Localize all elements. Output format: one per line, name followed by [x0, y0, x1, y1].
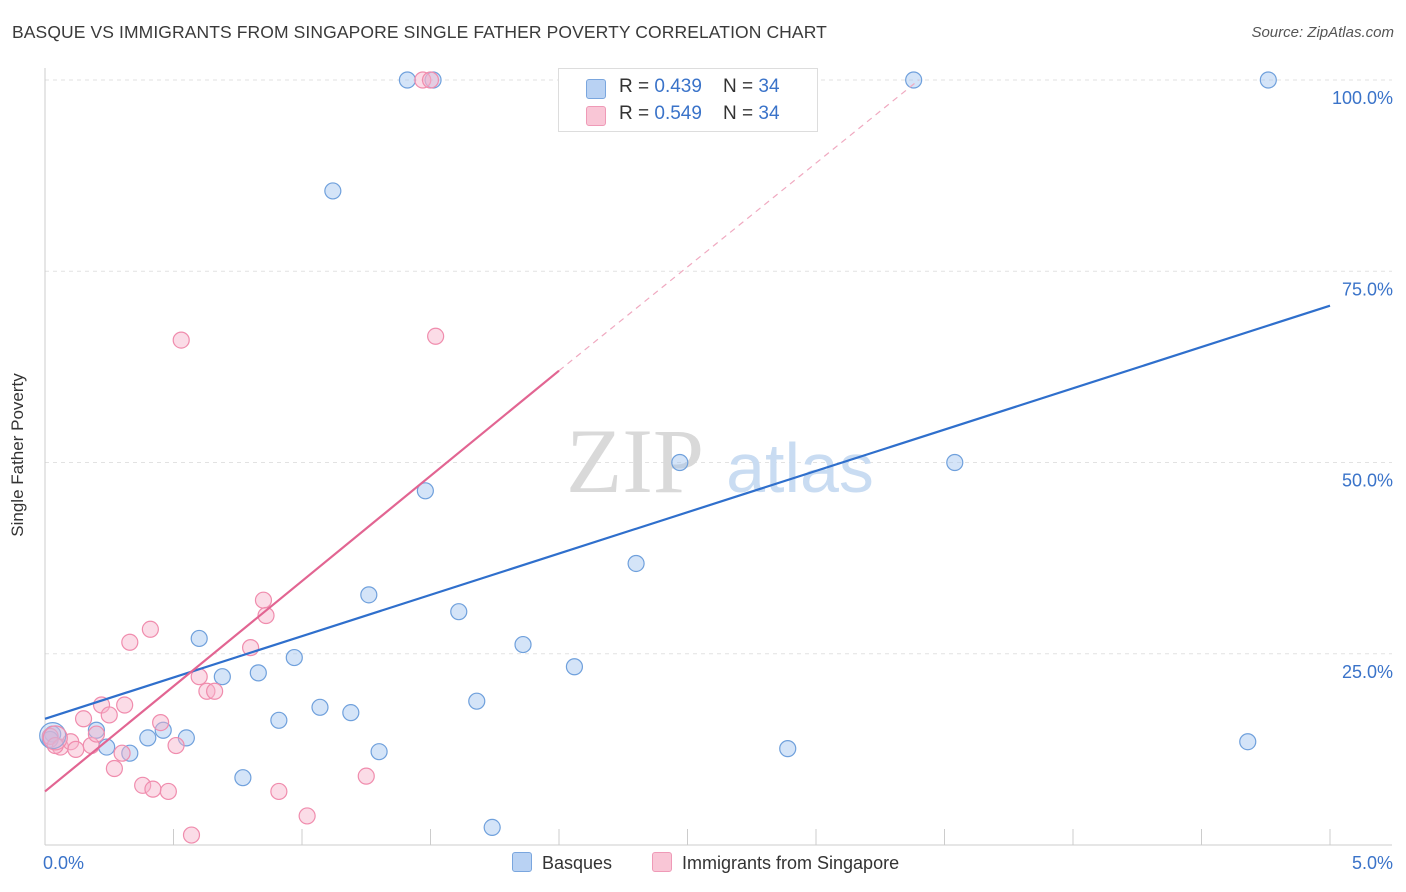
singapore-point	[116, 696, 134, 714]
basques-point	[249, 664, 267, 682]
singapore-point	[427, 327, 445, 345]
basques-point	[342, 704, 360, 722]
singapore-trend-extension	[558, 79, 920, 372]
basques-point	[1239, 733, 1257, 751]
legend-swatch-basques	[586, 79, 606, 99]
singapore-point	[113, 744, 131, 762]
singapore-point	[141, 620, 159, 638]
basques-point	[370, 743, 388, 761]
basques-point	[468, 692, 486, 710]
singapore-point	[87, 725, 106, 743]
legend-label-singapore: Immigrants from Singapore	[682, 853, 900, 873]
x-tick-label: 0.0%	[43, 853, 84, 873]
basques-point	[398, 71, 416, 89]
basques-point	[87, 721, 106, 739]
axes	[44, 68, 1392, 846]
source-label: Source: ZipAtlas.com	[1251, 24, 1394, 41]
basques-trend-line	[44, 304, 1331, 720]
legend-n-value: 34	[758, 76, 780, 97]
basques-point	[416, 482, 434, 500]
singapore-point	[144, 780, 162, 798]
singapore-trend-line	[44, 369, 560, 793]
singapore-point	[152, 713, 170, 732]
basques-point	[671, 453, 689, 472]
legend-r-value: 0.549	[654, 103, 702, 124]
basques-point	[905, 71, 923, 89]
basques-point	[324, 182, 342, 200]
legend-item-basques: Basques	[512, 852, 612, 874]
legend-n-label: N =	[723, 103, 759, 124]
basques-point	[946, 453, 964, 472]
basques-point	[311, 698, 329, 716]
chart-title: BASQUE VS IMMIGRANTS FROM SINGAPORE SING…	[12, 22, 827, 42]
legend-swatch-singapore	[652, 852, 672, 872]
singapore-point	[105, 759, 123, 778]
legend-label-basques: Basques	[542, 853, 613, 873]
grid	[45, 79, 1392, 655]
legend-item-singapore: Immigrants from Singapore	[652, 852, 899, 874]
singapore-point	[100, 706, 118, 724]
y-tick-label: 50.0%	[1342, 471, 1393, 491]
legend-n-label: N =	[723, 76, 759, 97]
basques-point	[139, 729, 157, 747]
singapore-point	[134, 776, 152, 794]
basques-point	[565, 658, 584, 676]
trend-lines	[44, 79, 1331, 793]
basques-point	[234, 769, 252, 787]
singapore-point	[74, 710, 93, 728]
watermark-atlas: atlas	[726, 429, 874, 507]
legend-r-label: R =	[619, 76, 655, 97]
basques-point	[213, 668, 231, 686]
y-tick-label: 75.0%	[1342, 279, 1393, 299]
correlation-legend: R = 0.439 N = 34 R = 0.549 N = 34	[558, 68, 818, 132]
tick-labels: 25.0% 50.0% 75.0% 100.0% 0.0% 5.0%	[43, 88, 1393, 873]
singapore-point	[121, 633, 139, 651]
singapore-point	[257, 606, 275, 625]
singapore-point	[357, 767, 375, 785]
singapore-point	[270, 782, 288, 801]
basques-point	[270, 711, 288, 729]
legend-swatch-singapore	[586, 106, 606, 126]
basques-point	[1259, 71, 1277, 89]
y-tick-label: 100.0%	[1332, 88, 1393, 108]
basques-point	[450, 603, 468, 621]
singapore-point	[298, 807, 316, 825]
basques-point	[779, 740, 797, 758]
singapore-point	[41, 727, 59, 745]
singapore-point	[159, 782, 177, 801]
legend-r-value: 0.439	[654, 76, 702, 97]
singapore-point	[421, 71, 440, 89]
basques-point	[285, 648, 303, 667]
legend-n-value: 34	[758, 103, 780, 124]
singapore-point	[67, 740, 85, 758]
data-points	[39, 71, 1277, 844]
singapore-point	[254, 591, 273, 609]
basques-point	[627, 554, 645, 573]
singapore-point	[182, 826, 201, 844]
basques-point	[190, 629, 208, 648]
singapore-point	[206, 682, 224, 700]
basques-point	[514, 635, 532, 654]
singapore-point	[167, 736, 185, 755]
basques-point	[483, 818, 501, 837]
legend-swatch-basques	[512, 852, 532, 872]
singapore-point	[42, 725, 68, 751]
basques-point	[39, 722, 67, 750]
x-tick-label: 5.0%	[1352, 853, 1393, 873]
y-tick-label: 25.0%	[1342, 662, 1393, 682]
basques-point	[360, 586, 378, 604]
singapore-point	[172, 331, 190, 349]
legend-r-label: R =	[619, 103, 655, 124]
watermark-zip: ZIP	[566, 410, 704, 512]
